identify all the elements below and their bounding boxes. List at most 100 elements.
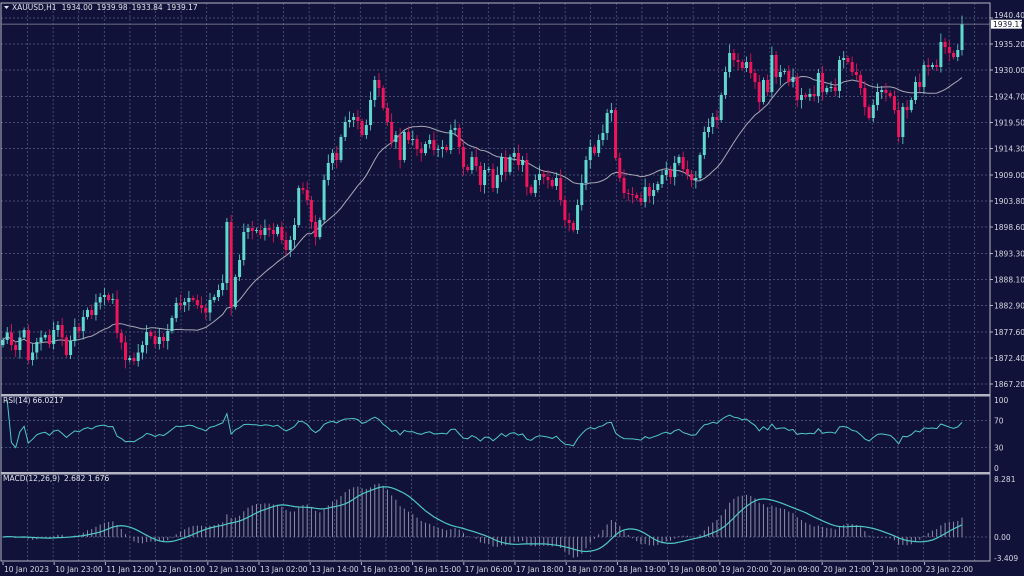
candle bbox=[77, 323, 81, 338]
candle bbox=[111, 293, 115, 304]
candle bbox=[200, 296, 204, 314]
candle bbox=[626, 189, 630, 201]
candle-body bbox=[94, 302, 98, 315]
price-axis-label: 1867.20 bbox=[994, 380, 1024, 389]
candle bbox=[673, 156, 677, 186]
chart-header-text: XAUUSD,H1 1934.00 1939.98 1933.84 1939.17 bbox=[12, 3, 198, 12]
candle bbox=[512, 147, 516, 161]
candle bbox=[35, 338, 39, 360]
macd-value: 2.682 1.676 bbox=[64, 474, 110, 483]
candle bbox=[394, 131, 398, 149]
candle bbox=[305, 181, 309, 206]
candle-body bbox=[318, 220, 322, 237]
candle-body bbox=[225, 222, 229, 283]
candle bbox=[132, 352, 136, 365]
candle-body bbox=[914, 82, 918, 100]
candle-body bbox=[740, 62, 744, 68]
candle bbox=[757, 75, 761, 111]
candle-body bbox=[677, 157, 681, 163]
rsi-title: RSI(14) bbox=[3, 396, 31, 405]
candle-body bbox=[208, 300, 212, 313]
candle-body bbox=[597, 140, 601, 153]
collapse-triangle-icon[interactable] bbox=[4, 6, 9, 9]
candle bbox=[584, 156, 588, 190]
candle bbox=[449, 124, 453, 154]
candle-body bbox=[352, 117, 356, 120]
candle bbox=[918, 73, 922, 93]
candle-body bbox=[491, 169, 495, 188]
candle-body bbox=[263, 228, 267, 235]
candle-body bbox=[702, 132, 706, 155]
candle-body bbox=[504, 157, 508, 172]
candle-body bbox=[432, 140, 436, 150]
candle-body bbox=[162, 337, 166, 341]
candle bbox=[504, 150, 508, 181]
candle bbox=[550, 177, 554, 189]
candle-body bbox=[516, 153, 520, 165]
current-price-box bbox=[991, 19, 1022, 29]
candle-body bbox=[812, 94, 816, 96]
time-axis-label: 10 Jan 23:00 bbox=[55, 565, 103, 574]
candle bbox=[335, 146, 339, 169]
candle-body bbox=[369, 100, 373, 125]
candle bbox=[364, 119, 368, 139]
candle-body bbox=[200, 305, 204, 308]
candle-body bbox=[373, 80, 377, 100]
candle bbox=[685, 160, 689, 180]
candle-body bbox=[1, 340, 5, 345]
time-axis-label: 13 Jan 02:00 bbox=[260, 565, 308, 574]
time-axis-label: 12 Jan 01:00 bbox=[158, 565, 206, 574]
candle-body bbox=[766, 80, 770, 92]
time-axis-label: 18 Jan 19:00 bbox=[618, 565, 666, 574]
candle-body bbox=[761, 80, 765, 102]
candle-body bbox=[867, 107, 871, 118]
candle bbox=[542, 170, 546, 184]
candle-body bbox=[935, 65, 939, 67]
close-value: 1939.17 bbox=[167, 3, 198, 12]
candle bbox=[318, 217, 322, 240]
candle bbox=[170, 315, 174, 334]
candle bbox=[487, 166, 491, 173]
candle bbox=[250, 221, 254, 240]
rsi-panel-separator[interactable] bbox=[1, 394, 990, 397]
candle bbox=[897, 101, 901, 143]
candle bbox=[212, 294, 216, 303]
candle-body bbox=[939, 42, 943, 67]
moving-average-line bbox=[2, 75, 963, 344]
candle bbox=[5, 327, 9, 344]
candle bbox=[702, 126, 706, 159]
candle-body bbox=[829, 87, 833, 88]
candle-body bbox=[233, 277, 237, 307]
candle-body bbox=[35, 342, 39, 353]
candle-body bbox=[22, 330, 26, 338]
candle-body bbox=[77, 327, 81, 331]
candle bbox=[373, 76, 377, 107]
candle bbox=[495, 166, 499, 194]
macd-panel-separator[interactable] bbox=[1, 472, 990, 475]
candle-body bbox=[711, 117, 715, 127]
candle-body bbox=[271, 230, 275, 234]
candle-body bbox=[339, 137, 343, 160]
candle-body bbox=[643, 187, 647, 202]
candle bbox=[795, 73, 799, 107]
candle-body bbox=[326, 163, 330, 180]
candle-body bbox=[601, 133, 605, 140]
candle bbox=[398, 128, 402, 169]
candle-body bbox=[166, 331, 170, 341]
candle bbox=[901, 103, 905, 144]
candle bbox=[233, 274, 237, 310]
candle-body bbox=[39, 337, 43, 342]
candle-body bbox=[960, 24, 964, 50]
candle bbox=[98, 293, 102, 310]
candle-body bbox=[876, 92, 880, 105]
time-axis-label: 17 Jan 06:00 bbox=[465, 565, 513, 574]
rsi-axis-label: 100 bbox=[994, 396, 1009, 405]
candle bbox=[81, 310, 85, 340]
candle bbox=[774, 51, 778, 84]
candle-body bbox=[846, 58, 850, 62]
candle bbox=[43, 332, 47, 340]
candle-body bbox=[685, 169, 689, 174]
candle-body bbox=[98, 297, 102, 303]
candle bbox=[411, 130, 415, 146]
